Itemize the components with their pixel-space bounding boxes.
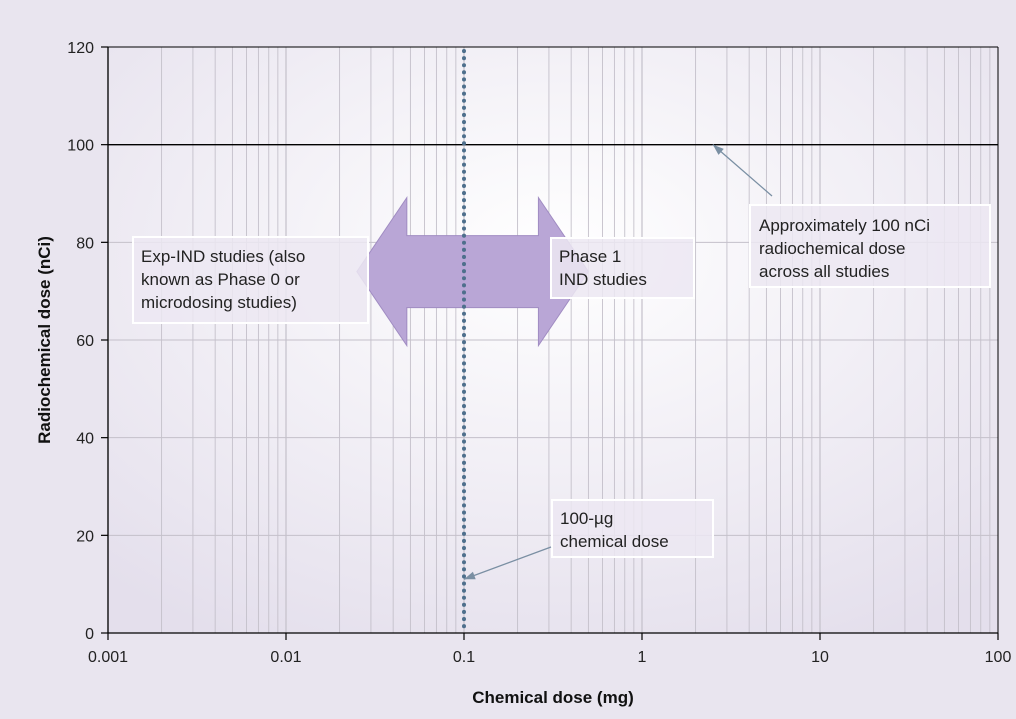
- annotation-box: [550, 237, 695, 299]
- pointer-arrowhead: [464, 571, 476, 580]
- annotation-box: [551, 499, 714, 558]
- annotation-text: known as Phase 0 or: [141, 270, 300, 289]
- annotation-text: across all studies: [759, 262, 889, 281]
- y-tick-label: 80: [76, 235, 94, 252]
- annotation-box: [132, 236, 369, 324]
- y-tick-label: 40: [76, 431, 94, 448]
- annotation-text: Approximately 100 nCi: [759, 216, 930, 235]
- annotation-exp-ind: Exp-IND studies (also known as Phase 0 or…: [132, 236, 369, 324]
- annotation-text: radiochemical dose: [759, 239, 905, 258]
- pointer-line: [712, 144, 773, 197]
- x-tick-label: 0.001: [88, 649, 128, 666]
- pointer-line: [463, 546, 552, 580]
- x-tick-label: 1: [638, 649, 647, 666]
- y-tick-label: 20: [76, 528, 94, 545]
- axes: 0.001 0.01 0.1 1 10 100 0 20 40 60 80 100 120: [67, 40, 1011, 666]
- annotations: Exp-IND studies (also known as Phase 0 or…: [132, 144, 991, 580]
- annotation-text: microdosing studies): [141, 293, 297, 312]
- x-tick-label: 10: [811, 649, 829, 666]
- annotation-chem-dose: 100-µg chemical dose: [463, 499, 714, 580]
- x-tick-label: 0.1: [453, 649, 475, 666]
- annotation-rad-dose: Approximately 100 nCi radiochemical dose a…: [712, 144, 991, 288]
- annotation-box: [749, 204, 991, 288]
- annotation-phase1: Phase 1 IND studies: [550, 237, 695, 299]
- y-tick-label: 100: [67, 138, 94, 155]
- y-tick-label: 60: [76, 333, 94, 350]
- x-tick-label: 0.01: [270, 649, 301, 666]
- annotation-text: Phase 1: [559, 247, 621, 266]
- annotation-text: 100-µg: [560, 509, 613, 528]
- y-axis-title: Radiochemical dose (nCi): [35, 236, 54, 444]
- y-tick-label: 120: [67, 40, 94, 57]
- annotation-text: Exp-IND studies (also: [141, 247, 305, 266]
- annotation-text: IND studies: [559, 270, 647, 289]
- annotation-text: chemical dose: [560, 532, 669, 551]
- x-tick-label: 100: [985, 649, 1012, 666]
- x-axis-title: Chemical dose (mg): [472, 688, 634, 707]
- pointer-arrowhead: [712, 144, 724, 155]
- y-tick-label: 0: [85, 626, 94, 643]
